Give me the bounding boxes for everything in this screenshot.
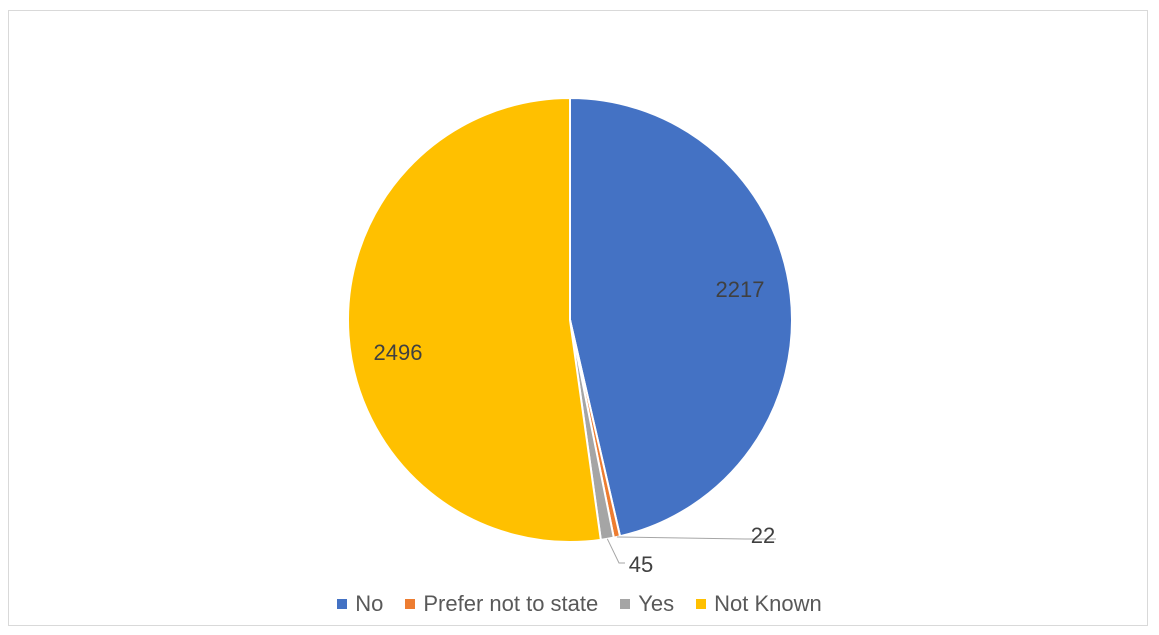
legend-label-prefer-not-to-state: Prefer not to state xyxy=(423,591,599,616)
chart-legend: No Prefer not to state Yes Not Known xyxy=(0,589,1159,619)
legend-swatch-yes xyxy=(620,599,631,609)
legend-swatch-prefer-not-to-state xyxy=(405,599,416,609)
pie-slices xyxy=(347,96,793,543)
leader-line-yes xyxy=(606,538,625,564)
pie-slice-no xyxy=(569,96,793,538)
data-label-yes: 45 xyxy=(629,552,653,577)
data-label-not-known: 2496 xyxy=(374,340,423,365)
legend-swatch-not-known xyxy=(696,599,707,609)
data-label-prefer-not-to-state: 22 xyxy=(751,523,775,548)
pie-slice-not-known xyxy=(347,96,602,543)
leader-line-prefer-not-to-state xyxy=(616,536,776,540)
legend-swatch-no xyxy=(337,599,348,609)
legend-label-no: No xyxy=(355,591,384,616)
legend-label-not-known: Not Known xyxy=(714,591,822,616)
legend-item-no: No xyxy=(337,591,383,617)
legend-item-yes: Yes xyxy=(620,591,674,617)
legend-item-not-known: Not Known xyxy=(696,591,822,617)
leader-lines xyxy=(606,536,776,564)
legend-label-yes: Yes xyxy=(638,591,675,616)
data-label-no: 2217 xyxy=(716,277,765,302)
legend-item-prefer-not-to-state: Prefer not to state xyxy=(405,591,598,617)
